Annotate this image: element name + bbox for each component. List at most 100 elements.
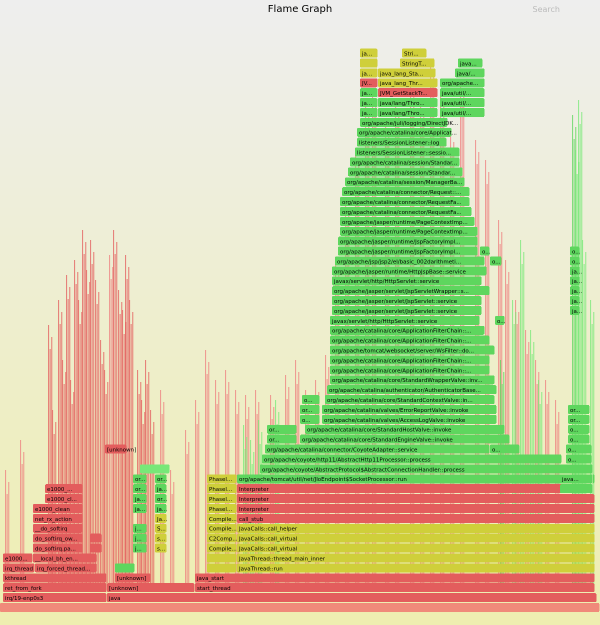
stack-frame[interactable]: do_softirq_ow... (33, 533, 83, 543)
stack-frame-rect[interactable] (300, 414, 320, 424)
stack-frame-rect[interactable] (455, 68, 485, 78)
stack-frame[interactable]: o... (566, 444, 592, 454)
stack-frame-rect[interactable] (325, 395, 495, 405)
stack-frame[interactable]: org/apache/catalina/session/Standar... (348, 167, 463, 177)
stack-frame-rect[interactable] (330, 355, 490, 365)
narrow-frame[interactable] (8, 482, 10, 590)
stack-frame-rect[interactable] (350, 157, 460, 167)
narrow-frame[interactable] (420, 100, 422, 590)
stack-frame-rect[interactable] (378, 78, 438, 88)
narrow-frame[interactable] (395, 100, 397, 590)
stack-frame[interactable]: org/apache/catalina/valves/ErrorReportVa… (322, 405, 497, 414)
stack-frame[interactable]: org/apache/tomcat/util/net/JIoEndpoint$S… (237, 474, 593, 484)
stack-frame-rect[interactable] (495, 315, 505, 325)
stack-frame[interactable]: java/... (455, 68, 485, 78)
narrow-frame[interactable] (485, 160, 487, 590)
stack-frame-rect[interactable] (340, 226, 478, 236)
narrow-frame[interactable] (110, 279, 112, 590)
stack-frame[interactable]: o... (568, 434, 590, 444)
stack-frame[interactable]: org/apache/jasper/runtime/HttpJspBase::s… (332, 266, 487, 276)
stack-frame[interactable]: or... (568, 405, 590, 414)
stack-frame-rect[interactable] (207, 494, 237, 504)
narrow-frame[interactable] (523, 252, 525, 590)
stack-frame[interactable]: ret_from_fork (3, 583, 107, 593)
stack-frame[interactable]: org/apache/catalina/connector/RequestFa.… (340, 207, 472, 216)
narrow-frame[interactable] (49, 349, 51, 590)
stack-frame[interactable]: org/apache... (440, 78, 485, 88)
narrow-frame[interactable] (186, 454, 188, 590)
stack-frame[interactable]: ja... (360, 48, 378, 58)
stack-frame-rect[interactable] (207, 533, 237, 543)
stack-frame-rect[interactable] (155, 533, 167, 543)
stack-frame[interactable]: org/apache/jasper/servlet/JspServlet::se… (332, 306, 482, 315)
stack-frame[interactable]: Interpreter (237, 504, 595, 513)
stack-frame[interactable]: __local_bh_en... (33, 553, 97, 563)
stack-frame-rect[interactable] (568, 414, 590, 424)
narrow-frame[interactable] (430, 60, 432, 590)
stack-frame-rect[interactable] (105, 444, 127, 454)
narrow-frame[interactable] (151, 434, 153, 590)
narrow-frame[interactable] (123, 334, 125, 590)
stack-frame[interactable]: s... (155, 543, 167, 553)
stack-frame[interactable]: or... (568, 414, 590, 424)
narrow-frame[interactable] (171, 494, 173, 590)
stack-frame-rect[interactable] (195, 583, 595, 593)
narrow-frame[interactable] (48, 325, 50, 590)
narrow-frame[interactable] (125, 255, 127, 590)
narrow-frame[interactable] (498, 220, 500, 590)
narrow-frame[interactable] (77, 272, 79, 590)
stack-frame[interactable]: org/apache/coyote/http11/AbstractHttp11P… (262, 454, 562, 464)
stack-frame[interactable]: org/apache/catalina/core/ApplicationFilt… (330, 325, 485, 335)
stack-frame-rect[interactable] (207, 513, 237, 523)
stack-frame[interactable]: or... (267, 424, 297, 434)
stack-frame-rect[interactable] (440, 88, 485, 98)
narrow-frame[interactable] (146, 384, 148, 590)
stack-frame-rect[interactable] (33, 543, 83, 553)
narrow-frame[interactable] (185, 430, 187, 590)
stack-frame-rect[interactable] (237, 504, 595, 513)
stack-frame[interactable]: e1000_... (45, 484, 83, 494)
search-button[interactable]: Search (532, 5, 560, 14)
narrow-frame[interactable] (101, 364, 103, 590)
stack-frame-rect[interactable] (566, 454, 592, 464)
stack-frame[interactable]: o... (480, 246, 491, 256)
stack-frame[interactable]: org/apache/catalina/core/Applicat... (357, 127, 457, 137)
stack-frame[interactable]: JV... (360, 78, 378, 88)
stack-frame-rect[interactable] (566, 444, 592, 454)
stack-frame-rect[interactable] (133, 494, 147, 504)
stack-frame-rect[interactable] (330, 365, 490, 375)
stack-frame[interactable]: org/apache/catalina/session/ManagerBa... (345, 177, 465, 187)
stack-frame-rect[interactable] (207, 563, 237, 573)
stack-frame-rect[interactable] (260, 464, 590, 474)
stack-frame[interactable]: java/util/... (440, 88, 485, 98)
stack-frame[interactable]: S... (155, 523, 167, 533)
stack-frame[interactable]: org/apache/catalina/connector/RequestFa.… (340, 197, 470, 207)
stack-frame[interactable]: Phasel... (207, 504, 237, 513)
narrow-frame[interactable] (173, 482, 175, 590)
stack-frame[interactable]: listeners/SessionListener::log (357, 137, 447, 147)
stack-frame-rect[interactable] (133, 543, 147, 553)
stack-frame-rect[interactable] (330, 375, 495, 385)
stack-frame[interactable]: java/lang/Thro... (378, 98, 438, 108)
stack-frame[interactable]: j... (133, 523, 147, 533)
stack-frame-rect[interactable] (360, 117, 448, 127)
stack-frame-rect[interactable] (330, 325, 485, 335)
stack-frame-rect[interactable] (340, 216, 475, 226)
stack-frame-rect[interactable] (3, 573, 107, 583)
narrow-frame[interactable] (573, 139, 575, 590)
narrow-frame[interactable] (90, 240, 92, 590)
stack-frame-rect[interactable] (340, 207, 472, 216)
narrow-frame[interactable] (581, 112, 583, 590)
stack-frame-rect[interactable] (357, 137, 447, 147)
stack-frame[interactable]: o... (570, 246, 581, 256)
narrow-frame[interactable] (6, 494, 8, 590)
narrow-frame[interactable] (505, 260, 507, 590)
stack-frame-rect[interactable] (267, 424, 297, 434)
narrow-frame[interactable] (591, 324, 593, 590)
stack-frame[interactable]: irq_forced_thread... (35, 563, 97, 573)
stack-frame-rect[interactable] (357, 127, 452, 137)
stack-frame-rect[interactable] (360, 98, 378, 108)
stack-frame-rect[interactable] (338, 246, 478, 256)
stack-frame-rect[interactable] (560, 474, 593, 484)
narrow-frame[interactable] (246, 437, 248, 590)
